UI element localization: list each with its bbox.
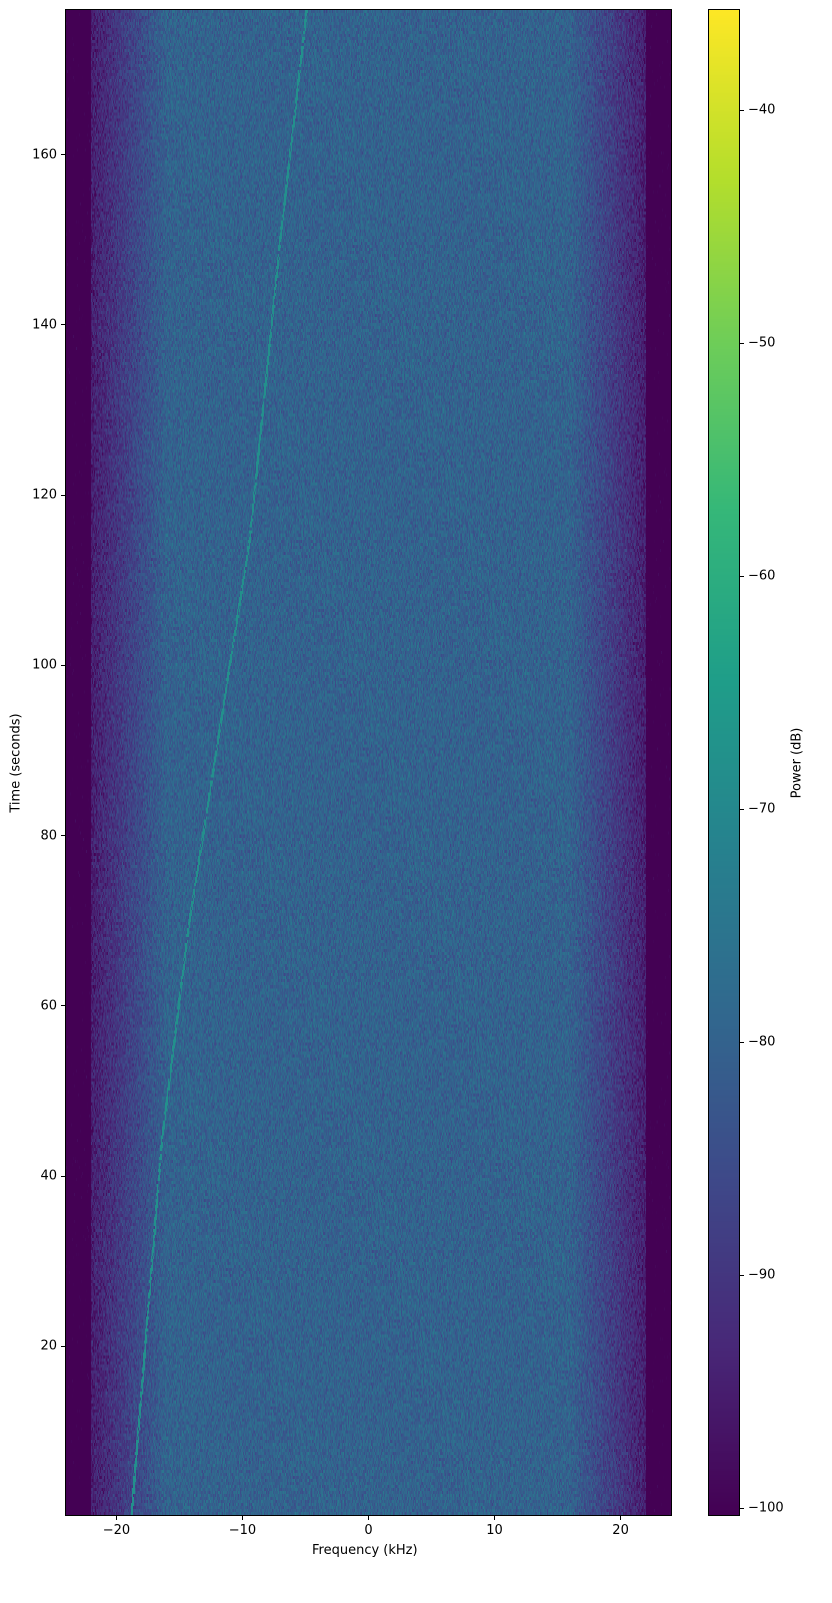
colorbar-tick-mark — [739, 342, 744, 344]
y-tick-label: 60 — [40, 998, 57, 1014]
y-tick-label: 120 — [32, 487, 57, 503]
colorbar — [709, 10, 739, 1515]
y-tick-mark — [61, 494, 66, 496]
y-tick-mark — [61, 1005, 66, 1007]
x-tick-label: −20 — [102, 1523, 131, 1538]
x-tick-mark — [241, 1515, 243, 1520]
colorbar-tick-label: −50 — [748, 335, 776, 351]
colorbar-tick-mark — [739, 808, 744, 810]
y-tick-label: 160 — [32, 147, 57, 163]
colorbar-frame — [708, 9, 740, 1516]
x-tick-mark — [115, 1515, 117, 1520]
x-tick-label: 0 — [364, 1523, 373, 1538]
y-tick-label: 100 — [32, 657, 57, 673]
x-tick-label: −10 — [228, 1523, 257, 1538]
colorbar-tick-mark — [739, 575, 744, 577]
x-tick-label: 10 — [486, 1523, 503, 1538]
x-tick-label: 20 — [612, 1523, 629, 1538]
colorbar-tick-mark — [739, 1274, 744, 1276]
colorbar-tick-mark — [739, 1041, 744, 1043]
x-axis-label: Frequency (kHz) — [312, 1543, 418, 1558]
colorbar-label: Power (dB) — [789, 727, 805, 799]
y-tick-label: 40 — [40, 1168, 57, 1184]
colorbar-tick-label: −100 — [748, 1500, 784, 1516]
y-tick-mark — [61, 1345, 66, 1347]
x-tick-mark — [494, 1515, 496, 1520]
y-tick-label: 140 — [32, 317, 57, 333]
y-tick-mark — [61, 1175, 66, 1177]
colorbar-tick-mark — [739, 1507, 744, 1509]
colorbar-tick-label: −70 — [748, 801, 776, 817]
colorbar-tick-label: −90 — [748, 1267, 776, 1283]
colorbar-tick-label: −80 — [748, 1034, 776, 1050]
y-tick-label: 80 — [40, 828, 57, 844]
colorbar-tick-mark — [739, 109, 744, 111]
colorbar-tick-label: −40 — [748, 102, 776, 118]
x-tick-mark — [368, 1515, 369, 1520]
spectrogram-heatmap — [66, 10, 671, 1515]
y-tick-mark — [61, 835, 66, 837]
colorbar-tick-label: −60 — [748, 568, 776, 584]
y-tick-mark — [61, 154, 66, 156]
y-tick-mark — [61, 324, 66, 326]
y-tick-mark — [61, 664, 66, 666]
y-axis-label: Time (seconds) — [8, 713, 24, 813]
plot-frame — [65, 9, 672, 1516]
y-tick-label: 20 — [40, 1338, 57, 1354]
x-tick-mark — [620, 1515, 622, 1520]
